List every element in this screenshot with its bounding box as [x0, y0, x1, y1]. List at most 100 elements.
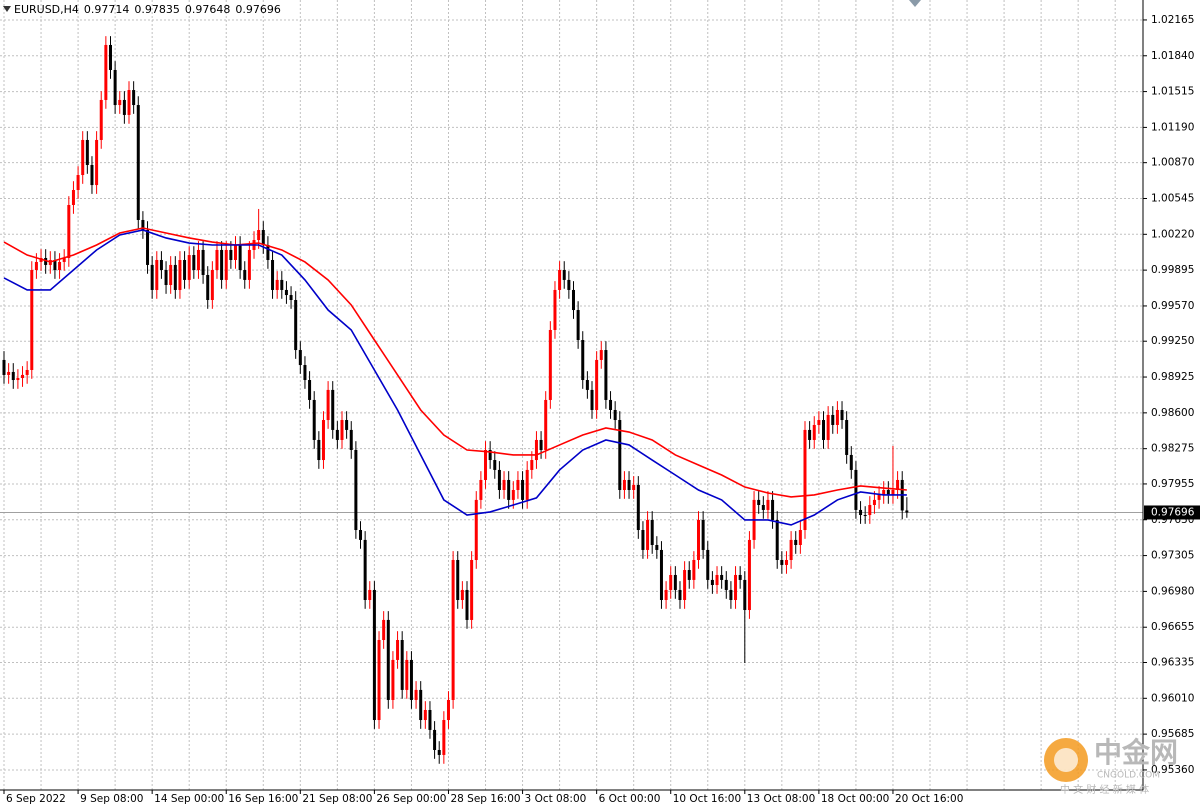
shift-marker[interactable]: [909, 0, 921, 7]
candle-body: [11, 371, 15, 381]
last-price-label: 0.97696: [1151, 506, 1195, 518]
y-tick-label: 0.99250: [1151, 335, 1194, 347]
candle-body: [196, 249, 200, 271]
candle-body: [108, 44, 112, 70]
y-tick-label: 0.95360: [1151, 764, 1194, 776]
candle-body: [706, 549, 710, 580]
y-tick-label: 1.00870: [1151, 157, 1194, 169]
y-tick-label: 1.01190: [1151, 121, 1194, 133]
candle-body: [618, 420, 622, 491]
candle-body: [872, 499, 876, 505]
x-tick-label: 6 Sep 2022: [6, 793, 66, 805]
candle-body: [655, 544, 659, 550]
candle-body: [25, 369, 29, 375]
candle-body: [886, 490, 890, 495]
candle-body: [817, 420, 821, 425]
candle-body: [863, 515, 867, 517]
candle-body: [826, 414, 830, 440]
candle-body: [261, 230, 265, 246]
x-tick-label: 3 Oct 08:00: [525, 793, 587, 805]
candle-body: [437, 749, 441, 755]
candle-body: [183, 259, 187, 280]
candle-body: [632, 484, 636, 491]
candle-body: [53, 259, 57, 271]
candle-body: [21, 374, 25, 379]
candle-body: [775, 519, 779, 560]
candle-body: [650, 519, 654, 545]
candle-body: [150, 264, 154, 290]
x-tick-label: 26 Sep 00:00: [376, 793, 446, 805]
candle-body: [113, 69, 117, 106]
candle-body: [85, 139, 89, 165]
candle-body: [178, 259, 182, 290]
candle-body: [479, 479, 483, 500]
candle-body: [372, 589, 376, 721]
x-tick-label: 9 Sep 08:00: [80, 793, 143, 805]
candle-body: [99, 99, 103, 140]
candle-body: [44, 258, 48, 265]
candle-body: [891, 490, 895, 495]
candle-body: [553, 289, 557, 330]
symbol-menu-icon[interactable]: [3, 6, 11, 12]
candle-body: [159, 259, 163, 271]
watermark-site: CNGOLD.COM: [1097, 771, 1160, 781]
candle-body: [609, 399, 613, 410]
candle-body: [122, 99, 126, 115]
candle-body: [391, 659, 395, 700]
candle-body: [340, 420, 344, 440]
candle-body: [715, 574, 719, 586]
candle-body: [460, 589, 464, 600]
candle-body: [516, 479, 520, 491]
candle-body: [761, 504, 765, 510]
candle-body: [433, 729, 437, 750]
candle-body: [169, 264, 173, 286]
candle-body: [474, 499, 478, 560]
candle-body: [363, 539, 367, 600]
last-low: 0.97648: [184, 3, 231, 16]
candle-body: [798, 530, 802, 545]
candle-body: [539, 439, 543, 450]
candle-body: [215, 249, 219, 271]
y-tick-label: 1.01840: [1151, 50, 1194, 62]
candle-body: [354, 449, 358, 531]
moving-average-line: [3, 227, 907, 498]
candle-body: [405, 659, 409, 690]
candle-body: [724, 579, 728, 590]
candle-body: [141, 219, 145, 231]
last-price-box: [1144, 505, 1200, 520]
candle-body: [58, 261, 62, 271]
candle-body: [326, 389, 330, 421]
y-tick-label: 1.02165: [1151, 14, 1194, 26]
candle-body: [854, 469, 858, 510]
candle-body: [465, 589, 469, 620]
candle-body: [734, 574, 738, 600]
candle-body: [710, 579, 714, 586]
candle-body: [104, 44, 108, 100]
watermark-logo-inner: [1054, 748, 1078, 772]
candle-body: [76, 175, 80, 191]
candle-body: [812, 424, 816, 440]
candle-body: [7, 371, 11, 375]
candle-body: [780, 559, 784, 565]
candle-body: [784, 559, 788, 565]
candle-body: [400, 640, 404, 690]
candle-body: [493, 460, 497, 470]
candle-body: [757, 499, 761, 505]
candle-body: [271, 259, 275, 290]
candle-body: [409, 659, 413, 700]
candle-body: [192, 255, 196, 271]
y-tick-label: 0.96010: [1151, 692, 1194, 704]
candle-body: [317, 439, 321, 461]
candle-body: [530, 460, 534, 470]
candle-body: [146, 230, 150, 265]
candle-body: [488, 449, 492, 461]
candle-body: [396, 640, 400, 660]
candle-body: [507, 479, 511, 500]
candle-body: [377, 640, 381, 721]
candle-body: [877, 494, 881, 500]
candle-body: [868, 504, 872, 516]
candle-body: [243, 270, 247, 280]
candle-body: [882, 490, 886, 495]
candle-body: [382, 619, 386, 641]
